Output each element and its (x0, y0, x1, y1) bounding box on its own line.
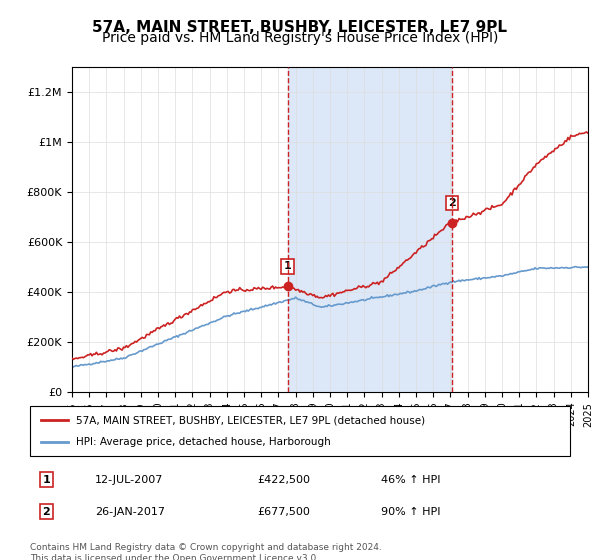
Text: 1: 1 (284, 262, 292, 272)
Text: Price paid vs. HM Land Registry's House Price Index (HPI): Price paid vs. HM Land Registry's House … (102, 31, 498, 45)
Text: 12-JUL-2007: 12-JUL-2007 (95, 474, 163, 484)
Text: HPI: Average price, detached house, Harborough: HPI: Average price, detached house, Harb… (76, 437, 331, 447)
Bar (287, 67, 452, 392)
Text: 26-JAN-2017: 26-JAN-2017 (95, 507, 165, 517)
Text: £422,500: £422,500 (257, 474, 310, 484)
Text: Contains HM Land Registry data © Crown copyright and database right 2024.
This d: Contains HM Land Registry data © Crown c… (30, 543, 382, 560)
Text: 57A, MAIN STREET, BUSHBY, LEICESTER, LE7 9PL: 57A, MAIN STREET, BUSHBY, LEICESTER, LE7… (92, 20, 508, 35)
Text: 57A, MAIN STREET, BUSHBY, LEICESTER, LE7 9PL (detached house): 57A, MAIN STREET, BUSHBY, LEICESTER, LE7… (76, 415, 425, 425)
Text: 2: 2 (448, 198, 455, 208)
FancyBboxPatch shape (30, 406, 570, 456)
Text: 90% ↑ HPI: 90% ↑ HPI (381, 507, 440, 517)
Text: 1: 1 (43, 474, 50, 484)
Text: 2: 2 (43, 507, 50, 517)
Text: 46% ↑ HPI: 46% ↑ HPI (381, 474, 440, 484)
Text: £677,500: £677,500 (257, 507, 310, 517)
